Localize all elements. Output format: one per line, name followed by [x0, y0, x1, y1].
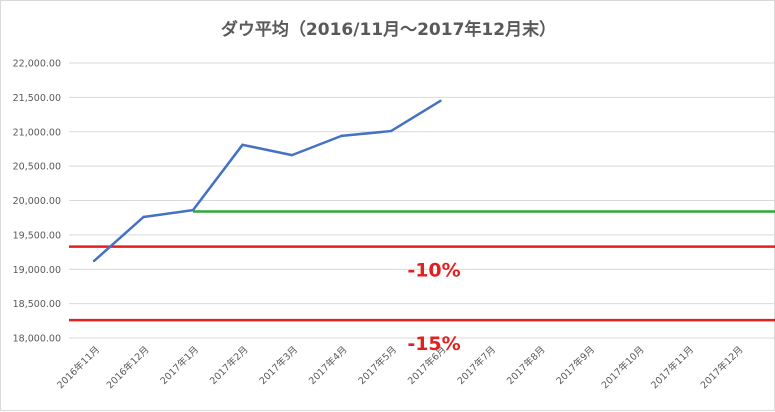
x-tick-label: 2017年9月	[554, 344, 597, 387]
y-tick-label: 19,000.00	[13, 265, 61, 276]
data-point	[290, 153, 294, 157]
chart-title: ダウ平均（2016/11月～2017年12月末）	[220, 20, 557, 40]
y-tick-label: 21,500.00	[13, 93, 61, 104]
x-tick-label: 2017年5月	[356, 344, 399, 387]
y-tick-label: 22,000.00	[13, 59, 61, 70]
x-tick-label: 2016年11月	[55, 344, 103, 392]
x-tick-label: 2017年8月	[504, 344, 547, 387]
y-tick-label: 20,000.00	[13, 196, 61, 207]
data-point	[92, 259, 96, 263]
y-tick-label: 18,000.00	[13, 334, 61, 345]
data-point	[241, 143, 244, 147]
reference-line-label: -15%	[407, 333, 460, 355]
data-point	[389, 129, 393, 133]
x-tick-label: 2016年12月	[104, 344, 152, 392]
data-point	[439, 99, 442, 103]
data-point	[142, 215, 145, 219]
x-tick-label: 2017年7月	[455, 344, 498, 387]
x-tick-label: 2017年12月	[698, 344, 746, 392]
x-tick-label: 2017年11月	[649, 344, 697, 392]
y-tick-label: 20,500.00	[13, 162, 61, 173]
x-tick-label: 2017年2月	[207, 344, 250, 387]
data-point	[340, 134, 343, 138]
x-tick-label: 2017年10月	[599, 344, 647, 392]
y-tick-label: 19,500.00	[13, 230, 61, 241]
x-tick-label: 2017年3月	[257, 344, 300, 387]
reference-line-label: -10%	[407, 260, 460, 282]
series-line	[93, 99, 442, 262]
x-tick-label: 2017年1月	[158, 344, 201, 387]
x-tick-label: 2017年4月	[306, 344, 349, 387]
y-tick-label: 21,000.00	[13, 127, 61, 138]
data-point	[191, 208, 195, 212]
y-tick-label: 18,500.00	[13, 299, 61, 310]
